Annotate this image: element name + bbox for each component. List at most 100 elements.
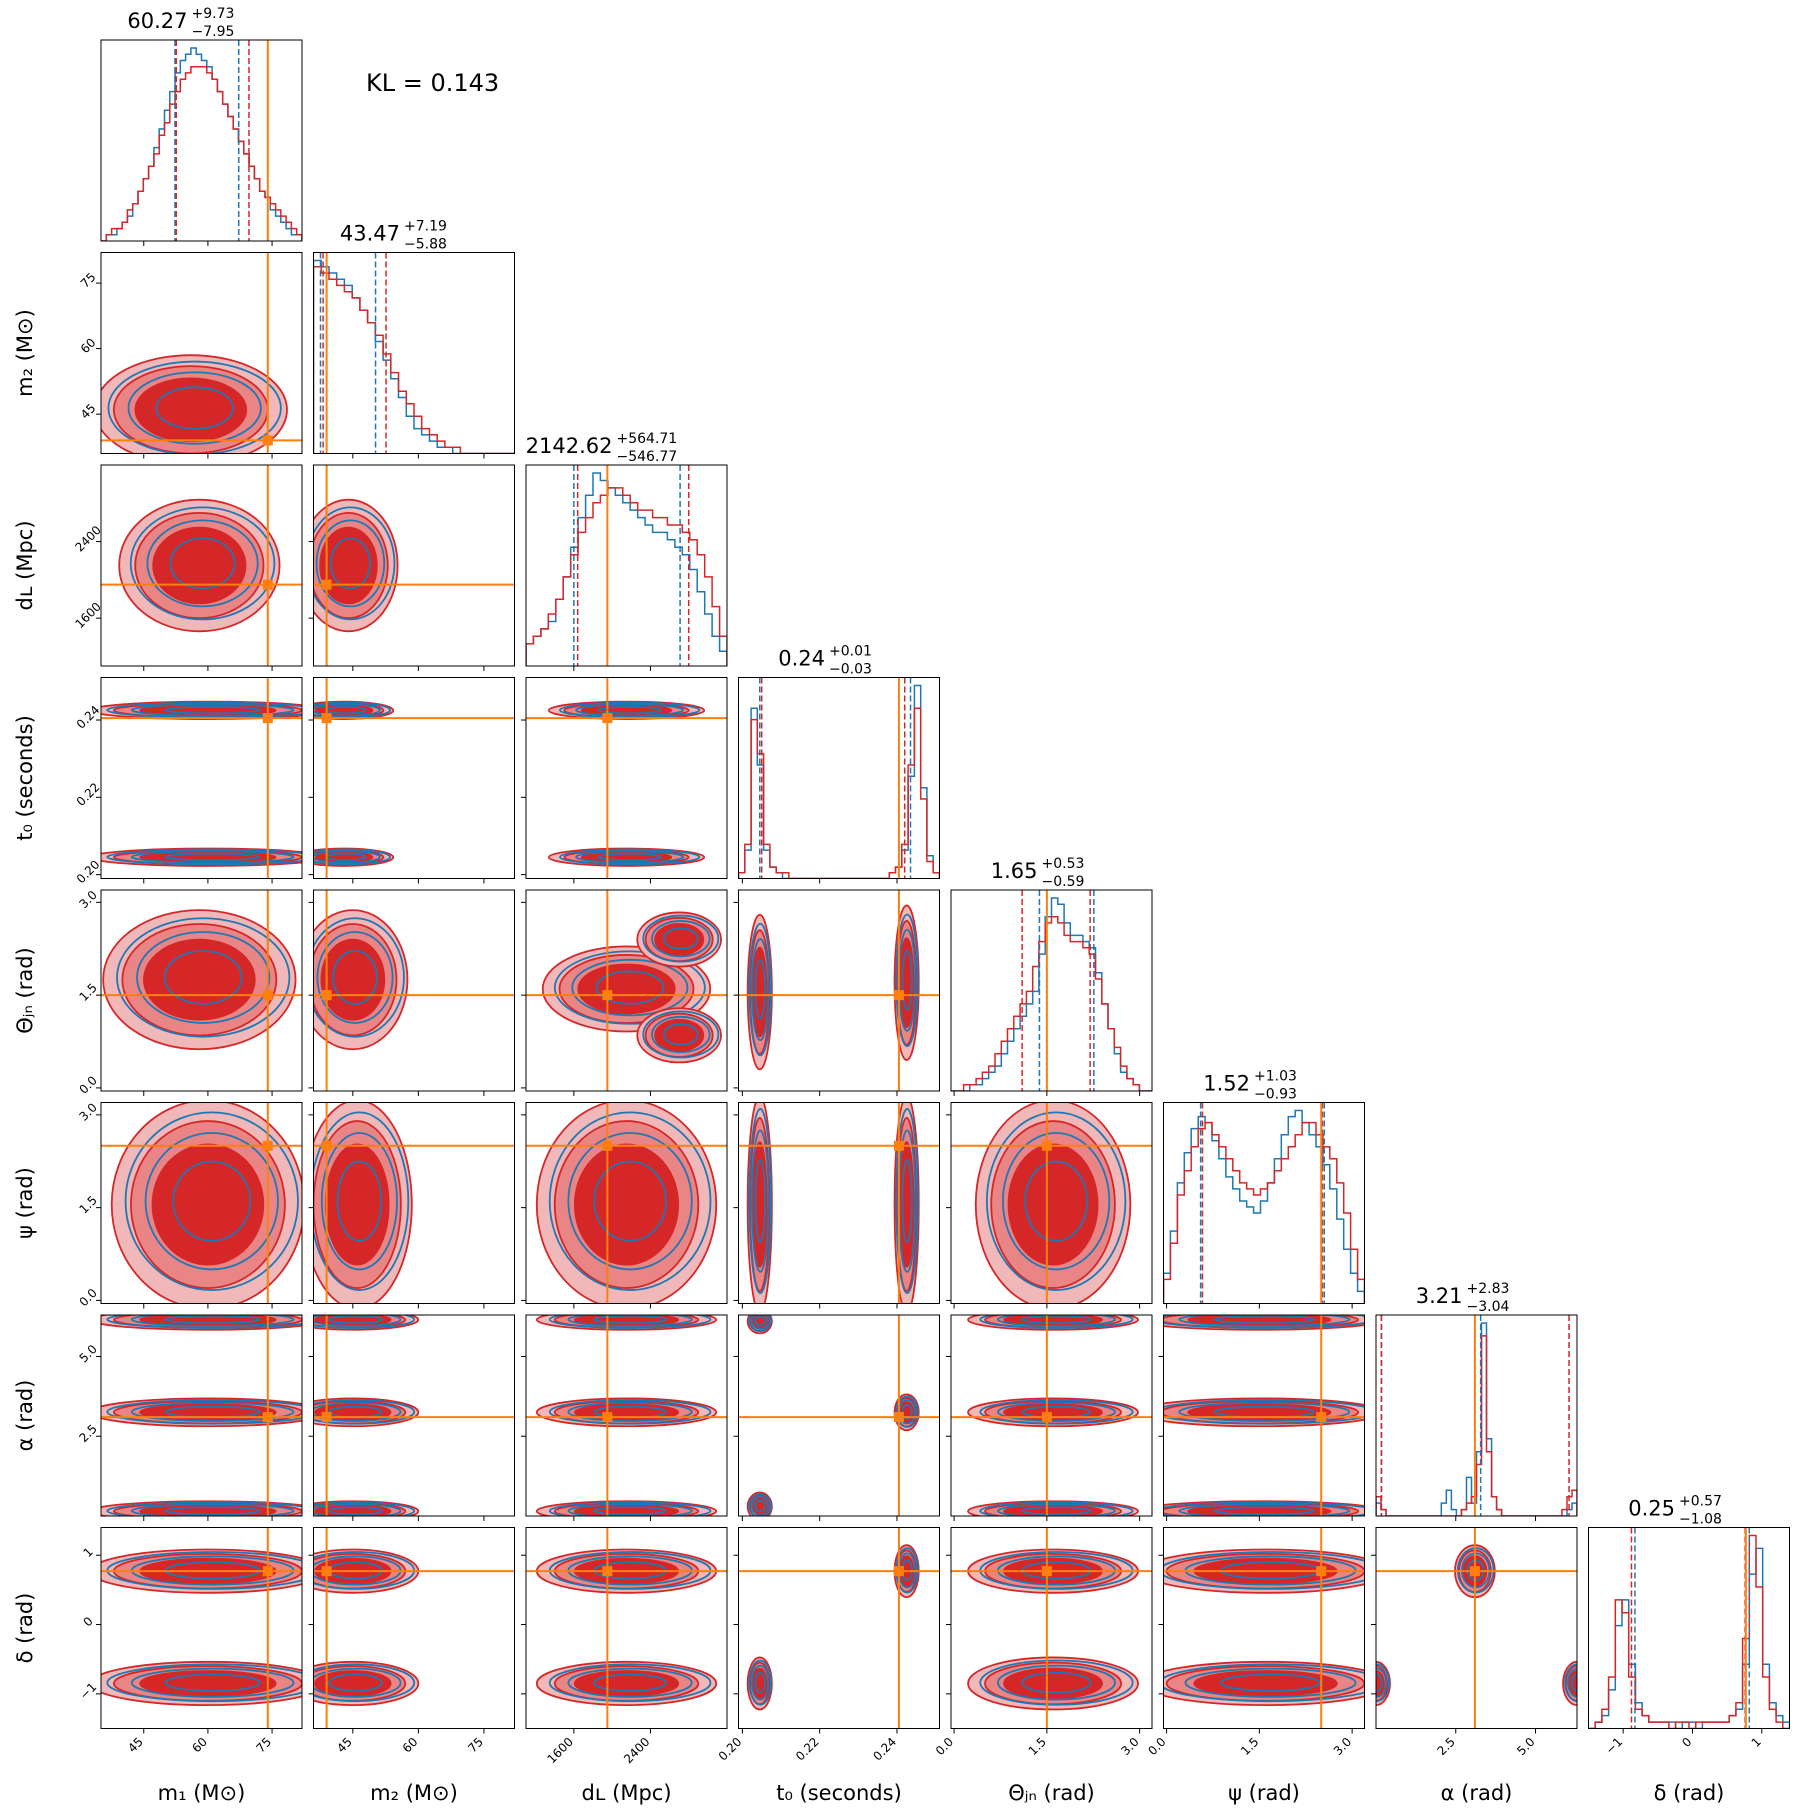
contour-series-a [593, 1160, 667, 1242]
contour-series-b [1376, 1660, 1391, 1707]
contour-series-a [320, 1132, 398, 1271]
contour-series-a [1178, 1401, 1351, 1422]
panel-content [1376, 1527, 1577, 1729]
histogram-series-b [101, 65, 302, 241]
panel-theta-t0 [733, 889, 940, 1096]
panel-content [101, 1315, 302, 1516]
histogram-series-b [1163, 1121, 1365, 1304]
contour-series-a [979, 1501, 1134, 1516]
panel-frame [100, 1527, 303, 1729]
panel-title-value: 0.25 [1628, 1497, 1675, 1521]
contour-series-a [567, 1132, 693, 1271]
panel-title-minus: −0.93 [1254, 1087, 1297, 1103]
contour-series-a [130, 850, 295, 864]
panel-frame [1163, 1527, 1365, 1729]
panel-frame [313, 1527, 515, 1729]
contour-series-a [107, 360, 282, 454]
x-axis-label-dL: dʟ (Mpc) [581, 1781, 671, 1805]
panel-content [313, 1527, 515, 1729]
panel-frame [1163, 1102, 1365, 1304]
contour-series-a [1213, 1506, 1315, 1516]
y-tick-label: 5.0 [76, 1342, 99, 1365]
contour-series-a [130, 1401, 295, 1422]
contour-series-b [101, 1397, 302, 1428]
truth-marker [602, 1566, 613, 1577]
panel-title-plus: +0.57 [1679, 1494, 1722, 1510]
truth-marker [1041, 1140, 1052, 1151]
truth-marker [602, 713, 613, 724]
contour-series-b [967, 1500, 1139, 1516]
x-tick-label: 3.0 [1331, 1735, 1354, 1758]
truth-marker [321, 1140, 332, 1151]
histogram-series-b [1376, 1335, 1577, 1516]
contour-series-b [101, 1660, 302, 1707]
contour-series-a [169, 537, 236, 590]
panel-title-plus: +0.01 [829, 644, 872, 660]
contour-series-a [593, 1315, 667, 1325]
panel-frame [313, 1314, 515, 1517]
contour-series-a [106, 1501, 302, 1516]
panel-content [101, 890, 302, 1091]
truth-marker [321, 1566, 332, 1577]
y-tick-label: 45 [78, 401, 99, 422]
panel-psi-m2 [308, 1102, 515, 1309]
truth-marker [1469, 1566, 1480, 1577]
panel-frame [1163, 1314, 1365, 1517]
panel-content [526, 1527, 727, 1729]
truth-marker [602, 990, 613, 1001]
contour-series-a [1184, 1667, 1357, 1698]
contour-series-a [313, 506, 396, 621]
y-tick-label: 0 [81, 1614, 96, 1629]
density-fill [321, 939, 385, 1020]
contour-series-a [1021, 1671, 1092, 1694]
contour-series-a [997, 1401, 1116, 1422]
contour-series-a [663, 927, 699, 950]
histogram-series-a [951, 897, 1152, 1091]
density-fill [152, 1144, 264, 1265]
contour-series-a [313, 1399, 416, 1425]
panel-alpha-m1: 2.5 5.0 [76, 1314, 303, 1521]
contour-series-a [895, 913, 919, 1047]
contour-series-b [313, 1315, 420, 1331]
y-axis-label-theta: Θⱼₙ (rad) [13, 947, 37, 1033]
contour-series-b [1003, 1667, 1103, 1700]
y-axis-label-m2: m₂ (M⊙) [13, 309, 37, 397]
panel-frame [313, 1102, 515, 1304]
panel-title-minus: −1.08 [1679, 1512, 1722, 1528]
contour-series-a [575, 703, 685, 717]
contour-series-b [101, 354, 288, 454]
contour-series-b [577, 963, 676, 1015]
contour-series-a [332, 950, 378, 1005]
x-tick-label: 0 [1679, 1735, 1694, 1750]
contour-series-a [313, 703, 381, 717]
density-fill [325, 1144, 389, 1265]
x-axis-label-alpha: α (rad) [1441, 1781, 1513, 1805]
panel-title-value: 0.24 [778, 647, 825, 671]
panel-frame [950, 1102, 1153, 1304]
contour-series-a [328, 1673, 383, 1692]
panel-content [738, 1315, 940, 1516]
x-axis-label-t0: t₀ (seconds) [776, 1781, 902, 1805]
contour-series-a [106, 848, 302, 866]
contour-series-b [313, 909, 409, 1051]
panel-alpha-t0 [733, 1314, 940, 1521]
contour-series-a [997, 1315, 1116, 1327]
density-fill [1008, 1144, 1098, 1265]
contour-series-a [129, 506, 276, 621]
contour-series-a [146, 519, 259, 608]
panel-title-minus: −5.88 [404, 237, 447, 253]
truth-marker [602, 1412, 613, 1423]
contour-series-a [575, 850, 685, 864]
x-tick-label: 3.0 [1118, 1735, 1141, 1758]
x-tick-label: 45 [334, 1735, 355, 1756]
x-tick-label: 0.24 [870, 1735, 899, 1764]
contour-series-a [979, 1399, 1134, 1425]
contour-series-b [547, 847, 706, 867]
panel-frame [525, 1314, 728, 1517]
contour-series-a [751, 1495, 770, 1516]
truth-marker [321, 1412, 332, 1423]
x-tick-label: 0.20 [716, 1735, 745, 1764]
contour-series-b [314, 1504, 392, 1516]
x-axis-label-delta: δ (rad) [1654, 1781, 1725, 1805]
